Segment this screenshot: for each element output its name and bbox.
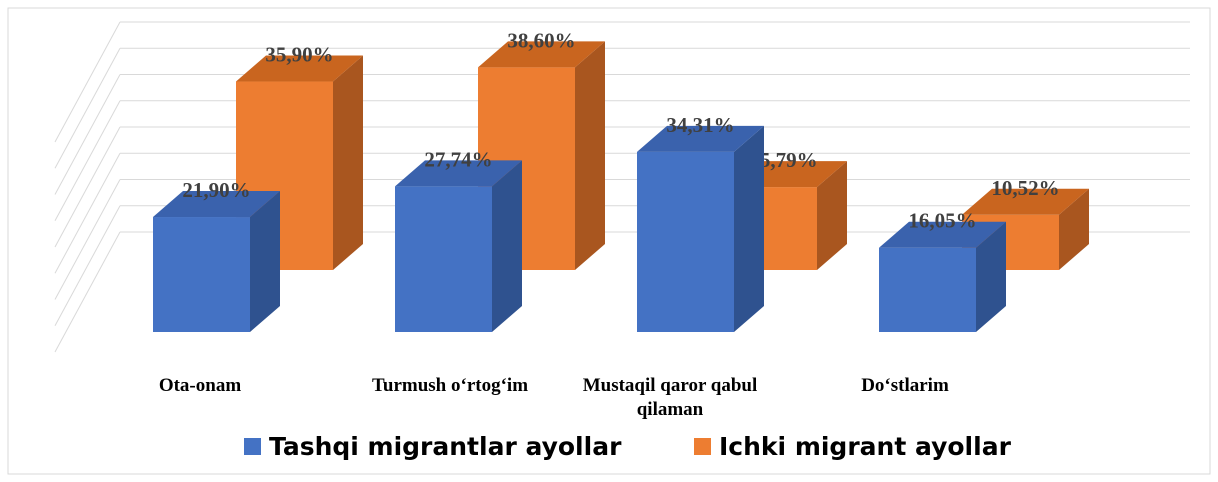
bar-top	[637, 125, 764, 152]
data-label: 10,52%	[991, 176, 1059, 200]
grid-line	[54, 205, 121, 326]
grid-line	[54, 231, 121, 353]
bar-front	[395, 186, 492, 332]
bar-side	[333, 55, 363, 271]
bar-top	[395, 160, 522, 187]
bar-top	[153, 191, 280, 218]
grid-line	[54, 179, 121, 300]
grid-line	[54, 126, 121, 248]
bar-side	[817, 161, 847, 270]
category-label: Do‘stlarim	[861, 375, 949, 396]
bar-side	[734, 125, 764, 332]
data-label: 27,74%	[424, 147, 492, 171]
bar-top	[478, 41, 605, 68]
grid-line	[54, 21, 121, 143]
bar-top	[879, 221, 1006, 248]
data-label: 38,60%	[507, 28, 575, 52]
category-label: Turmush o‘rtog‘im	[371, 375, 529, 396]
bar-front	[637, 151, 734, 332]
bar-front	[153, 217, 250, 332]
grid-line	[54, 100, 121, 221]
bar-side	[250, 191, 280, 332]
bar-side	[976, 221, 1006, 332]
bar-side	[575, 41, 605, 270]
data-label: 35,90%	[265, 43, 333, 67]
category-label: Ota-onam	[158, 375, 242, 396]
grid-line	[54, 153, 121, 274]
data-label: 34,31%	[666, 113, 734, 137]
legend-swatch	[694, 438, 711, 455]
grid-line	[54, 74, 121, 195]
bar-side	[492, 160, 522, 332]
legend-swatch	[244, 438, 261, 455]
grid-line	[54, 48, 121, 169]
legend-label: Ichki migrant ayollar	[719, 432, 1011, 461]
bars: 35,90%38,60%15,79%10,52%21,90%27,74%34,3…	[153, 28, 1089, 332]
data-label: 16,05%	[908, 209, 976, 233]
data-label: 21,90%	[182, 178, 250, 202]
legend-item: Ichki migrant ayollar	[694, 432, 1011, 461]
bar-front	[879, 247, 976, 332]
legend-label: Tashqi migrantlar ayollar	[269, 432, 622, 461]
bar-top	[962, 188, 1089, 215]
bar-side	[1059, 188, 1089, 270]
chart-border	[7, 7, 1211, 475]
legend-item: Tashqi migrantlar ayollar	[244, 432, 621, 461]
bar-top	[236, 55, 363, 82]
category-label: Mustaqil qaror qabul qilaman	[582, 375, 758, 420]
